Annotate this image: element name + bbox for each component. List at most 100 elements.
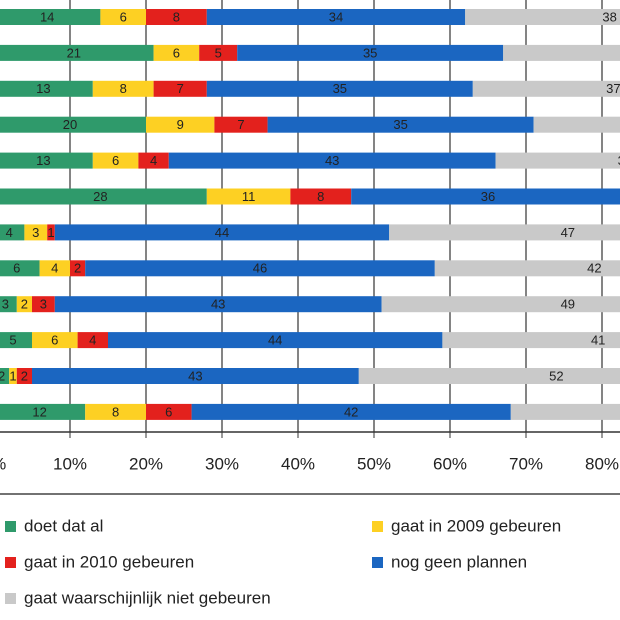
value-label: 6	[173, 45, 180, 60]
bar-segment	[434, 260, 620, 277]
value-label: 21	[67, 45, 81, 60]
bar-segment	[16, 296, 32, 313]
legend-swatch	[5, 593, 16, 604]
value-label: 8	[120, 81, 127, 96]
x-tick-label: 10%	[53, 454, 87, 473]
bar-segment	[495, 152, 620, 169]
bar-segment	[146, 9, 207, 25]
x-tick-label: 50%	[357, 454, 391, 473]
bar-segment	[0, 296, 17, 313]
bar-segment	[267, 116, 534, 133]
bar-segment	[54, 224, 390, 241]
bar-segment	[153, 80, 207, 97]
value-label: 28	[93, 189, 107, 204]
bar-segment	[0, 44, 154, 61]
value-label: 4	[51, 261, 58, 276]
bar-segment	[70, 260, 86, 277]
bar-segment	[442, 332, 620, 349]
legend-label: nog geen plannen	[391, 552, 527, 571]
value-label: 49	[561, 297, 575, 312]
bar-segment	[206, 188, 291, 205]
value-label: 35	[363, 45, 377, 60]
value-label: 1	[47, 225, 54, 240]
x-tick-label: 70%	[509, 454, 543, 473]
value-label: 4	[6, 225, 13, 240]
bar-segment	[108, 332, 443, 349]
bar-segment	[381, 296, 620, 313]
value-label: 47	[561, 225, 575, 240]
bar-segment	[24, 224, 48, 241]
value-label: 36	[481, 189, 495, 204]
bar-segment	[0, 224, 25, 241]
value-label: 43	[325, 153, 339, 168]
bar-segment	[0, 116, 146, 133]
value-label: 7	[237, 117, 244, 132]
value-label: 3	[2, 297, 9, 312]
value-label: 6	[165, 404, 172, 419]
value-label: 52	[549, 368, 563, 383]
bar-segment	[290, 188, 352, 205]
value-label: 20	[63, 117, 77, 132]
value-label: 44	[215, 225, 229, 240]
value-label: 3	[40, 297, 47, 312]
bar-segment	[138, 152, 169, 169]
value-label: 13	[36, 81, 50, 96]
value-label: 2	[21, 368, 28, 383]
value-label: 35	[333, 81, 347, 96]
value-label: 42	[344, 404, 358, 419]
value-label: 46	[253, 261, 267, 276]
bar-segment	[16, 368, 32, 384]
value-label: 4	[89, 333, 96, 348]
x-tick-label: 40%	[281, 454, 315, 473]
x-tick-label: 0%	[0, 454, 6, 473]
bar-segment	[0, 152, 93, 169]
value-label: 38	[602, 9, 616, 24]
legend-label: doet dat al	[24, 516, 103, 535]
bar-segment	[472, 80, 620, 97]
value-label: 34	[329, 9, 343, 24]
value-label: 42	[587, 261, 601, 276]
bar-segment	[0, 403, 86, 420]
x-tick-label: 20%	[129, 454, 163, 473]
value-label: 14	[40, 9, 54, 24]
x-tick-label: 80%	[585, 454, 619, 473]
bar-segment	[0, 9, 101, 25]
bar-segment	[92, 152, 139, 169]
bar-segment	[153, 44, 200, 61]
value-label: 12	[32, 404, 46, 419]
bar-segment	[214, 116, 268, 133]
bar-segment	[191, 403, 511, 420]
bar-segment	[85, 260, 435, 277]
value-label: 2	[21, 297, 28, 312]
value-label: 44	[268, 333, 282, 348]
bar-segment	[237, 44, 504, 61]
value-label: 2	[74, 261, 81, 276]
value-label: 35	[393, 117, 407, 132]
value-label: 4	[150, 153, 157, 168]
bar-segment	[389, 224, 620, 241]
legend-swatch	[5, 557, 16, 568]
bar-segment	[32, 296, 55, 313]
bar-segment	[0, 260, 40, 277]
value-label: 6	[120, 9, 127, 24]
value-label: 8	[112, 404, 119, 419]
bar-segment	[54, 296, 382, 313]
value-label: 9	[177, 117, 184, 132]
bar-segment	[168, 152, 496, 169]
value-label: 7	[177, 81, 184, 96]
value-label: 8	[317, 189, 324, 204]
bar-segment	[32, 332, 78, 349]
legend-swatch	[372, 557, 383, 568]
value-label: 43	[211, 297, 225, 312]
value-label: 6	[51, 333, 58, 348]
bar-segment	[146, 403, 192, 420]
bar-segment	[77, 332, 108, 349]
value-label: 1	[9, 368, 16, 383]
legend-label: gaat in 2010 gebeuren	[24, 552, 194, 571]
bar-segment	[32, 368, 359, 384]
value-label: 8	[173, 9, 180, 24]
bar-segment	[47, 224, 55, 241]
bar-segment	[9, 368, 17, 384]
value-label: 34	[618, 153, 620, 168]
